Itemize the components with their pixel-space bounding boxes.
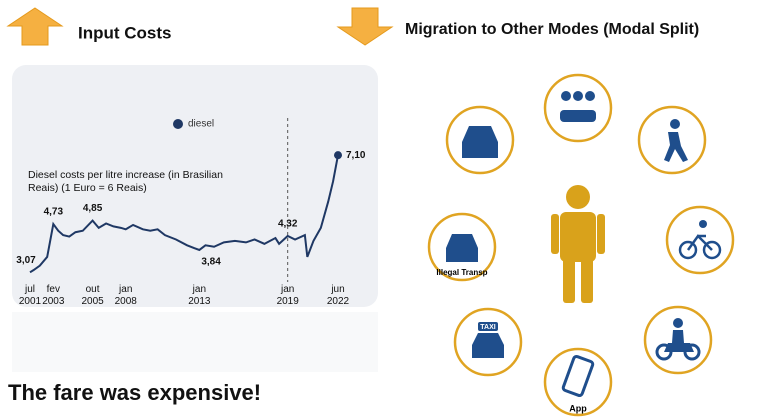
- x-tick-label: jun 2022: [327, 284, 350, 307]
- x-tick-label: fev 2003: [42, 284, 65, 307]
- motorcycle-icon: [643, 305, 713, 375]
- app-icon: App: [543, 347, 613, 417]
- chart: Diesel costs per litre increase (in Bras…: [16, 118, 366, 307]
- value-label: 3,84: [201, 257, 221, 268]
- right-heading: Migration to Other Modes (Modal Split): [405, 21, 699, 38]
- person: [551, 185, 605, 303]
- chart-subtitle: Diesel costs per litre increase (in Bras…: [28, 169, 223, 194]
- end-point: [334, 151, 342, 160]
- diesel-line: [29, 154, 339, 274]
- x-tick-label: jul 2001: [19, 284, 42, 307]
- up-arrow: [6, 7, 64, 46]
- left-heading: Input Costs: [78, 23, 172, 42]
- illegal-label: Illegal Transp: [436, 268, 487, 277]
- chart-panel: [12, 65, 378, 307]
- modal-diagram: App TAXI Illegal Transp: [427, 73, 735, 417]
- down-arrow: [336, 7, 394, 46]
- app-label: App: [569, 403, 587, 413]
- walk-icon: [637, 105, 707, 175]
- value-label: 3,07: [16, 255, 36, 266]
- x-tick-label: out 2005: [81, 284, 104, 307]
- value-label: 4,73: [44, 207, 64, 218]
- x-tick-label: jan 2008: [115, 284, 138, 307]
- car-icon: [445, 105, 515, 175]
- taxi-icon: TAXI: [453, 307, 523, 377]
- legend-label: diesel: [188, 119, 214, 130]
- reflection: [12, 312, 378, 372]
- value-label: 4,85: [83, 203, 103, 214]
- illegal-transport-icon: Illegal Transp: [427, 212, 497, 282]
- bike-icon: [665, 205, 735, 275]
- x-tick-label: jan 2013: [188, 284, 211, 307]
- legend-marker: [173, 119, 183, 129]
- taxi-label: TAXI: [480, 324, 495, 331]
- value-label: 4,32: [278, 219, 298, 230]
- footer-text: The fare was expensive!: [8, 380, 261, 405]
- carpool-icon: [543, 73, 613, 143]
- x-tick-label: jan 2019: [277, 284, 300, 307]
- value-label: 7,10: [346, 150, 366, 161]
